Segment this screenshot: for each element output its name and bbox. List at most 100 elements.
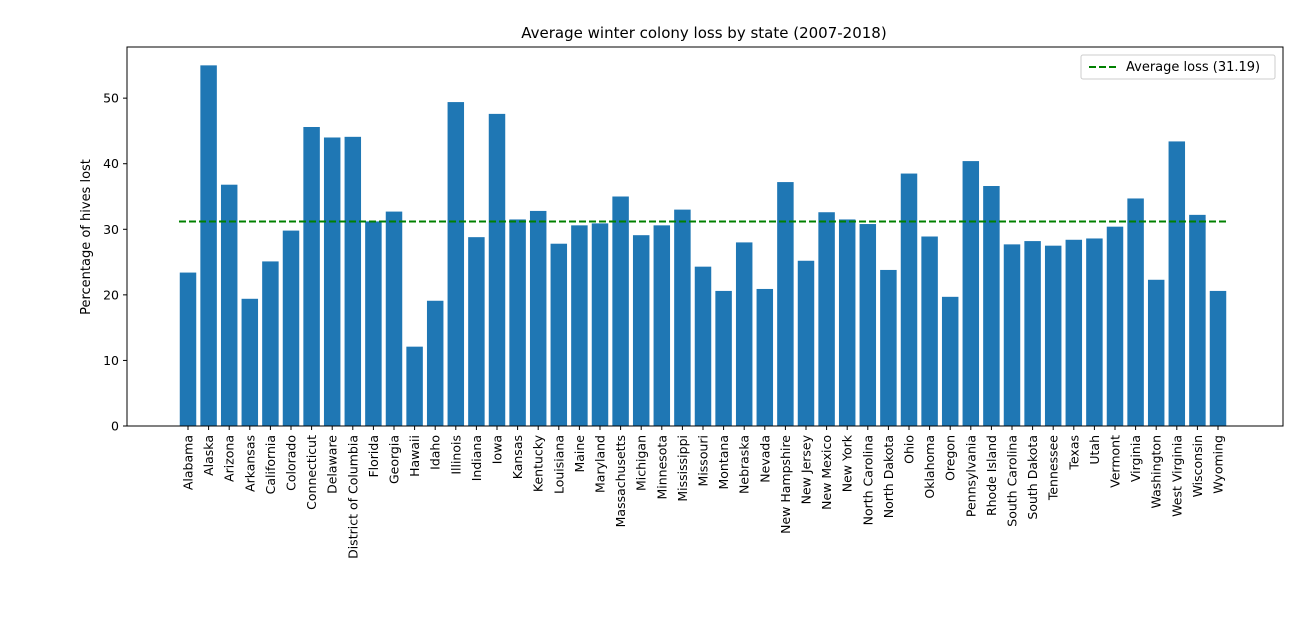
x-tick-label: Georgia	[387, 435, 402, 484]
x-tick-label: Delaware	[325, 435, 340, 494]
x-tick-label: Michigan	[634, 435, 649, 491]
bar-oregon	[941, 296, 959, 426]
bar-idaho	[426, 300, 444, 426]
x-tick-label: Colorado	[284, 435, 299, 491]
bar-tennessee	[1044, 245, 1062, 426]
x-tick-label: Utah	[1087, 435, 1102, 465]
x-tick-label: Maine	[572, 435, 587, 473]
y-axis-label: Percentage of hives lost	[79, 159, 94, 315]
x-tick-label: Alaska	[201, 435, 216, 476]
bar-north-carolina	[859, 224, 877, 426]
x-tick-label: Montana	[716, 435, 731, 490]
x-tick-label: Alabama	[181, 435, 196, 490]
bar-new-mexico	[818, 212, 835, 426]
x-tick-label: Missouri	[696, 435, 711, 486]
bar-north-dakota	[880, 269, 897, 426]
x-tick-label: Nevada	[757, 435, 772, 483]
x-tick-label: Pennsylvania	[963, 435, 978, 517]
x-tick-label: New Jersey	[799, 434, 814, 504]
bar-nevada	[756, 288, 774, 426]
bar-washington	[1147, 279, 1165, 426]
x-tick-label: North Dakota	[881, 435, 896, 518]
x-tick-label: Arkansas	[242, 435, 257, 492]
x-tick-label: District of Columbia	[345, 435, 360, 559]
x-tick-label: Nebraska	[737, 435, 752, 494]
x-tick-label: Louisiana	[551, 435, 566, 494]
x-tick-label: Oregon	[943, 435, 958, 481]
y-tick-label: 50	[103, 91, 119, 106]
bar-florida	[365, 221, 382, 426]
bar-mississippi	[674, 209, 691, 426]
x-tick-label: West Virginia	[1169, 435, 1184, 517]
bar-missouri	[694, 266, 712, 426]
x-tick-label: Wyoming	[1211, 435, 1226, 494]
bar-wyoming	[1209, 290, 1227, 426]
bar-indiana	[468, 237, 485, 426]
bar-oklahoma	[921, 236, 938, 426]
bar-maine	[571, 225, 588, 426]
x-axis: Alabama Alaska Arizona Arkansas California Co…	[181, 426, 1226, 559]
bar-kansas	[509, 219, 526, 426]
x-tick-label: Washington	[1149, 435, 1164, 508]
bar-south-dakota	[1024, 241, 1041, 426]
x-tick-label: Maryland	[593, 435, 608, 493]
bar-arkansas	[241, 298, 259, 426]
bar-massachusetts	[612, 196, 629, 426]
x-tick-label: Florida	[366, 435, 381, 478]
bar-new-hampshire	[777, 182, 794, 426]
bar-alabama	[179, 272, 197, 426]
y-axis: 0 10 20 30 40 50	[103, 91, 127, 434]
x-tick-label: Oklahoma	[922, 435, 937, 499]
bar-new-york	[838, 219, 856, 426]
legend-label: Average loss (31.19)	[1126, 60, 1260, 75]
bar-west-virginia	[1168, 141, 1186, 426]
x-tick-label: Minnesota	[654, 435, 669, 500]
bar-iowa	[488, 113, 506, 426]
y-tick-label: 0	[111, 419, 119, 434]
x-tick-label: Mississippi	[675, 435, 690, 502]
x-tick-label: Iowa	[490, 435, 505, 464]
bar-minnesota	[653, 225, 671, 426]
y-tick-label: 10	[103, 353, 119, 368]
bars-group	[179, 65, 1227, 427]
bar-maryland	[591, 223, 609, 426]
bar-wisconsin	[1189, 214, 1206, 426]
x-tick-label: Kansas	[510, 435, 525, 479]
bar-virginia	[1127, 198, 1144, 426]
bar-kentucky	[529, 210, 547, 426]
bar-montana	[715, 290, 732, 426]
x-tick-label: Texas	[1066, 435, 1081, 471]
bar-ohio	[900, 173, 918, 426]
chart-title: Average winter colony loss by state (200…	[521, 24, 886, 42]
legend-box	[1080, 54, 1276, 80]
x-tick-label: Kentucky	[531, 434, 546, 492]
x-tick-label: Indiana	[469, 435, 484, 481]
x-tick-label: Vermont	[1108, 435, 1123, 488]
bar-california	[262, 261, 279, 426]
bar-pennsylvania	[962, 161, 980, 426]
legend: Average loss (31.19)	[1080, 54, 1276, 80]
x-tick-label: Rhode Island	[984, 435, 999, 516]
bar-rhode-island	[983, 186, 1000, 426]
x-tick-label: Virginia	[1128, 435, 1143, 482]
x-tick-label: Tennessee	[1046, 435, 1061, 501]
y-tick-label: 20	[103, 287, 119, 302]
bar-colorado	[282, 230, 300, 426]
bar-utah	[1086, 238, 1103, 426]
bar-delaware	[323, 137, 341, 426]
x-tick-label: Ohio	[902, 435, 917, 464]
x-tick-label: Hawaii	[407, 435, 422, 477]
bar-nebraska	[735, 242, 753, 426]
y-tick-label: 40	[103, 156, 119, 171]
x-tick-label: New York	[840, 434, 855, 492]
bar-illinois	[447, 102, 465, 426]
plot-frame	[126, 46, 1284, 427]
x-tick-label: South Carolina	[1005, 435, 1020, 527]
x-tick-label: Massachusetts	[613, 435, 628, 527]
bar-arizona	[220, 184, 238, 426]
x-tick-label: Wisconsin	[1190, 435, 1205, 497]
bar-new-jersey	[797, 260, 815, 426]
bar-louisiana	[550, 243, 568, 426]
x-tick-label: Illinois	[448, 435, 463, 475]
bar-georgia	[385, 211, 403, 426]
